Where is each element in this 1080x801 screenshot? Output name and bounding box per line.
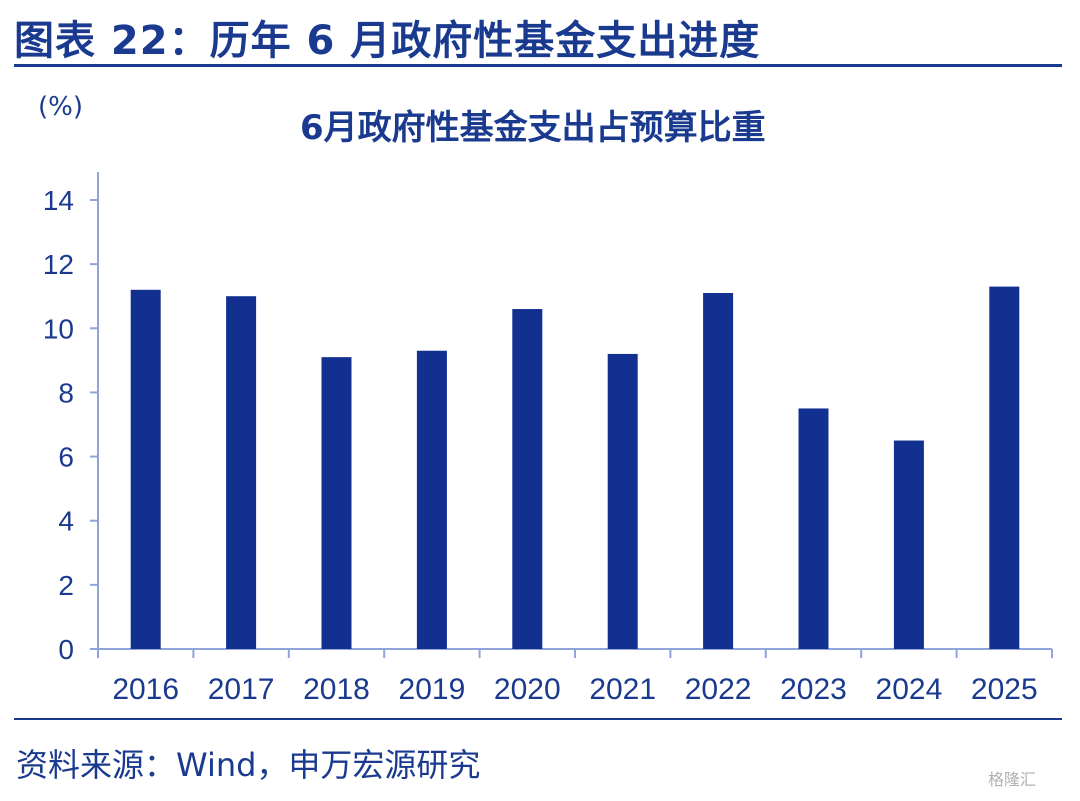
figure-title: 图表 22：历年 6 月政府性基金支出进度	[14, 18, 761, 64]
y-tick-label: 0	[58, 634, 74, 665]
x-tick-label: 2023	[780, 673, 847, 706]
x-tick-label: 2017	[208, 673, 275, 706]
y-tick-label: 12	[43, 249, 74, 280]
bar-2021	[607, 353, 638, 649]
x-tick-label: 2025	[971, 673, 1038, 706]
x-tick-label: 2018	[303, 673, 370, 706]
bar-2022	[703, 293, 734, 649]
x-tick-label: 2019	[399, 673, 466, 706]
source-note: 资料来源：Wind，申万宏源研究	[16, 746, 481, 784]
y-axis-unit-label: (%)	[38, 92, 83, 122]
bar-2025	[989, 286, 1020, 649]
y-tick-label: 14	[43, 185, 74, 216]
x-tick-label: 2024	[876, 673, 943, 706]
chart-title: 6月政府性基金支出占预算比重	[300, 108, 766, 148]
bar-2020	[512, 309, 543, 649]
bar-2023	[798, 408, 829, 649]
y-tick-label: 2	[58, 570, 74, 601]
x-tick-label: 2016	[112, 673, 179, 706]
y-tick-label: 8	[58, 377, 74, 408]
bar-chart: 0 2 4 6 8 10 12 14 2016 2017 2018 2019 2020 2021 2022 2…	[43, 172, 1053, 706]
x-tick-label: 2020	[494, 673, 561, 706]
bar-2018	[321, 357, 352, 649]
title-divider	[14, 64, 1062, 67]
y-tick-label: 4	[58, 506, 74, 537]
y-tick-label: 6	[58, 442, 74, 473]
x-tick-label: 2022	[685, 673, 752, 706]
bar-2016	[130, 289, 161, 649]
bar-2024	[893, 440, 924, 649]
source-divider	[14, 718, 1062, 720]
x-tick-label: 2021	[589, 673, 656, 706]
y-tick-label: 10	[43, 313, 74, 344]
bar-2019	[416, 350, 447, 649]
bar-2017	[226, 296, 257, 649]
watermark: 格隆汇	[988, 770, 1037, 789]
